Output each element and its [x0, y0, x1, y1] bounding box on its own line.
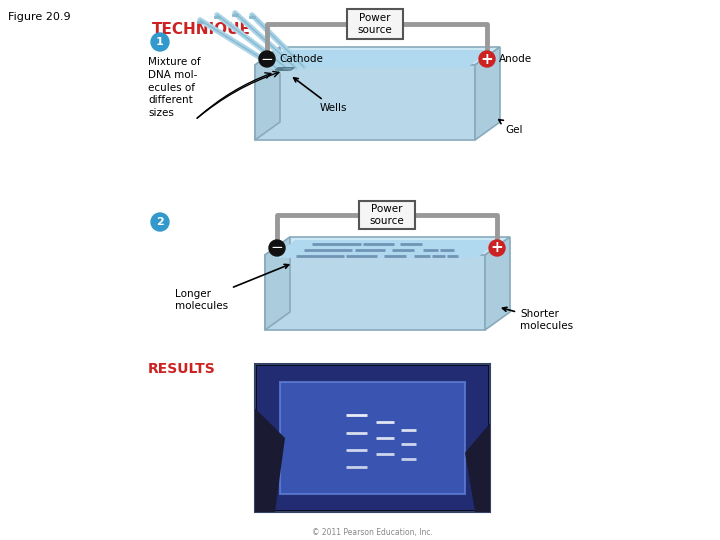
Text: +: + [490, 240, 503, 255]
Circle shape [151, 33, 169, 51]
Circle shape [489, 240, 505, 256]
Polygon shape [475, 47, 500, 140]
Text: 2: 2 [156, 217, 164, 227]
Bar [257, 366, 488, 510]
Polygon shape [255, 47, 500, 65]
Text: RESULTS: RESULTS [148, 362, 216, 376]
Text: −: − [261, 51, 274, 66]
Text: Power
source: Power source [369, 204, 405, 226]
Text: Power
source: Power source [358, 13, 392, 35]
Polygon shape [263, 50, 489, 68]
Polygon shape [255, 408, 285, 512]
Bar [280, 382, 465, 494]
Text: Mixture of
DNA mol-
ecules of
different
sizes: Mixture of DNA mol- ecules of different … [148, 57, 201, 118]
Text: 1: 1 [156, 37, 164, 47]
Text: Figure 20.9: Figure 20.9 [8, 12, 71, 22]
Text: −: − [271, 240, 284, 255]
Polygon shape [277, 68, 290, 70]
Text: Wells: Wells [294, 78, 348, 113]
Circle shape [269, 240, 285, 256]
FancyBboxPatch shape [347, 9, 403, 39]
Polygon shape [255, 47, 280, 140]
Text: Longer
molecules: Longer molecules [175, 265, 289, 311]
Circle shape [151, 213, 169, 231]
Polygon shape [273, 240, 499, 258]
Polygon shape [255, 65, 475, 140]
Polygon shape [265, 255, 485, 330]
Polygon shape [485, 237, 510, 330]
Circle shape [259, 51, 275, 67]
Polygon shape [279, 68, 292, 70]
Text: TECHNIQUE: TECHNIQUE [152, 22, 251, 37]
Text: +: + [481, 51, 493, 66]
Bar [255, 364, 490, 512]
Text: Shorter
molecules: Shorter molecules [503, 307, 573, 331]
Polygon shape [265, 237, 510, 255]
Polygon shape [275, 68, 288, 70]
Text: © 2011 Pearson Education, Inc.: © 2011 Pearson Education, Inc. [312, 528, 433, 537]
FancyBboxPatch shape [359, 201, 415, 229]
Polygon shape [281, 68, 294, 70]
Polygon shape [265, 237, 290, 330]
Text: Gel: Gel [499, 120, 523, 135]
Circle shape [479, 51, 495, 67]
Text: Anode: Anode [499, 54, 532, 64]
Text: Cathode: Cathode [279, 54, 323, 64]
Polygon shape [465, 423, 490, 512]
